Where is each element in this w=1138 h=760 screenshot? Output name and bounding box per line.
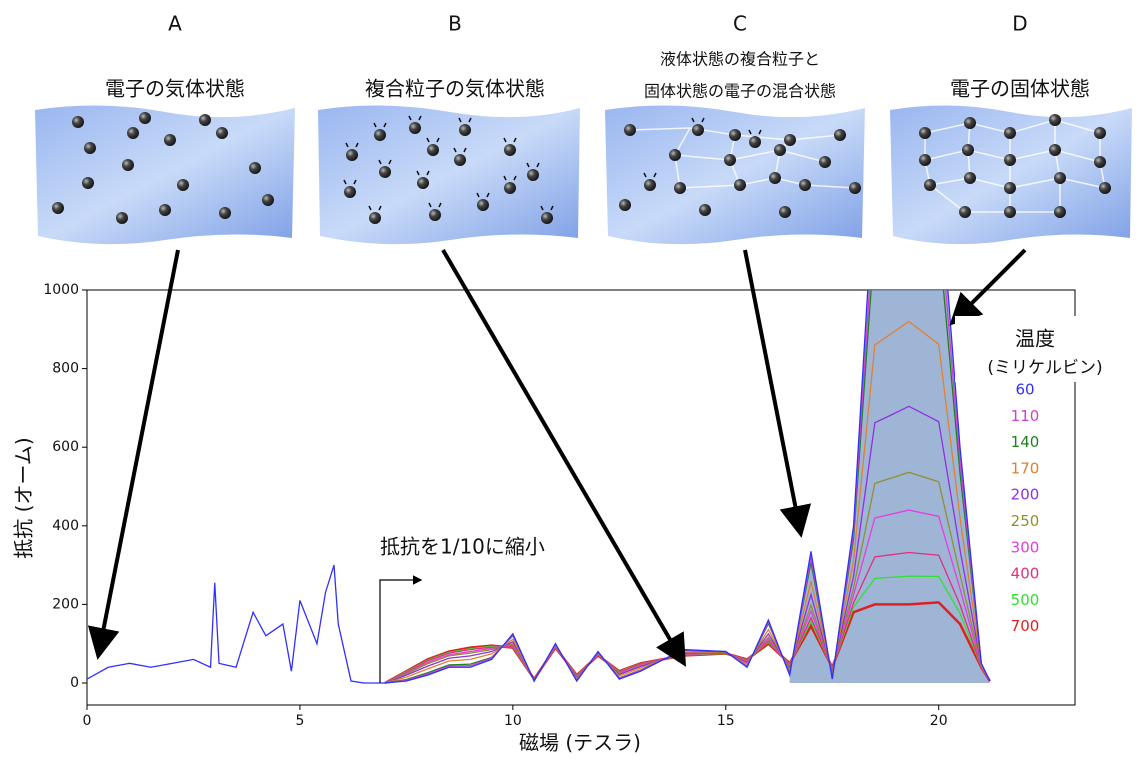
y-axis-label: 抵抗 (オーム) <box>12 437 36 558</box>
legend-entry: 170 <box>1011 459 1040 477</box>
panel-title: 液体状態の複合粒子と <box>660 50 820 69</box>
x-axis-label: 磁場 (テスラ) <box>519 731 641 755</box>
legend-entry: 60 <box>1015 381 1034 399</box>
y-tick-label: 1000 <box>43 282 79 298</box>
y-tick-label: 200 <box>52 596 79 612</box>
panel-letter: B <box>448 12 462 36</box>
panel-title: 複合粒子の気体状態 <box>365 77 545 101</box>
arrow <box>745 250 800 530</box>
panel-title: 電子の気体状態 <box>105 77 245 101</box>
panel-title: 固体状態の電子の混合状態 <box>644 82 836 101</box>
legend-subtitle: (ミリケルビン) <box>987 358 1102 378</box>
x-tick-label: 10 <box>504 713 522 729</box>
legend-entry: 110 <box>1011 407 1040 425</box>
annotation: 抵抗を1/10に縮小 <box>380 535 545 559</box>
legend-entry: 500 <box>1011 591 1040 609</box>
legend-entry: 140 <box>1011 433 1040 451</box>
legend-entry: 300 <box>1011 538 1040 556</box>
legend-entry: 400 <box>1011 565 1040 583</box>
arrow <box>955 250 1025 320</box>
illustrations <box>35 105 1132 244</box>
legend-entry: 250 <box>1011 512 1040 530</box>
panel-title: 電子の固体状態 <box>950 77 1090 101</box>
surface <box>890 105 1132 244</box>
y-tick-label: 800 <box>52 361 79 377</box>
panel-letter: A <box>168 12 182 36</box>
panel-letter: D <box>1012 12 1027 36</box>
y-tick-label: 600 <box>52 439 79 455</box>
legend-entry: 700 <box>1011 617 1040 635</box>
surface <box>605 105 865 244</box>
y-tick-label: 0 <box>70 675 79 691</box>
y-tick-label: 400 <box>52 518 79 534</box>
arrow <box>443 250 682 660</box>
surface <box>318 105 580 244</box>
chart: 抵抗を1/10に縮小 温度 (ミリケルビン) 磁場 (テスラ) 抵抗 (オーム)… <box>0 0 1138 760</box>
page: 抵抗を1/10に縮小 温度 (ミリケルビン) 磁場 (テスラ) 抵抗 (オーム)… <box>0 0 1138 760</box>
arrow <box>99 250 178 652</box>
x-tick-label: 5 <box>295 713 304 729</box>
x-tick-label: 20 <box>930 713 948 729</box>
legend-entry: 200 <box>1011 486 1040 504</box>
legend-title: 温度 <box>1015 327 1055 351</box>
panel-letter: C <box>733 12 747 36</box>
x-tick-label: 15 <box>717 713 735 729</box>
x-tick-label: 0 <box>83 713 92 729</box>
